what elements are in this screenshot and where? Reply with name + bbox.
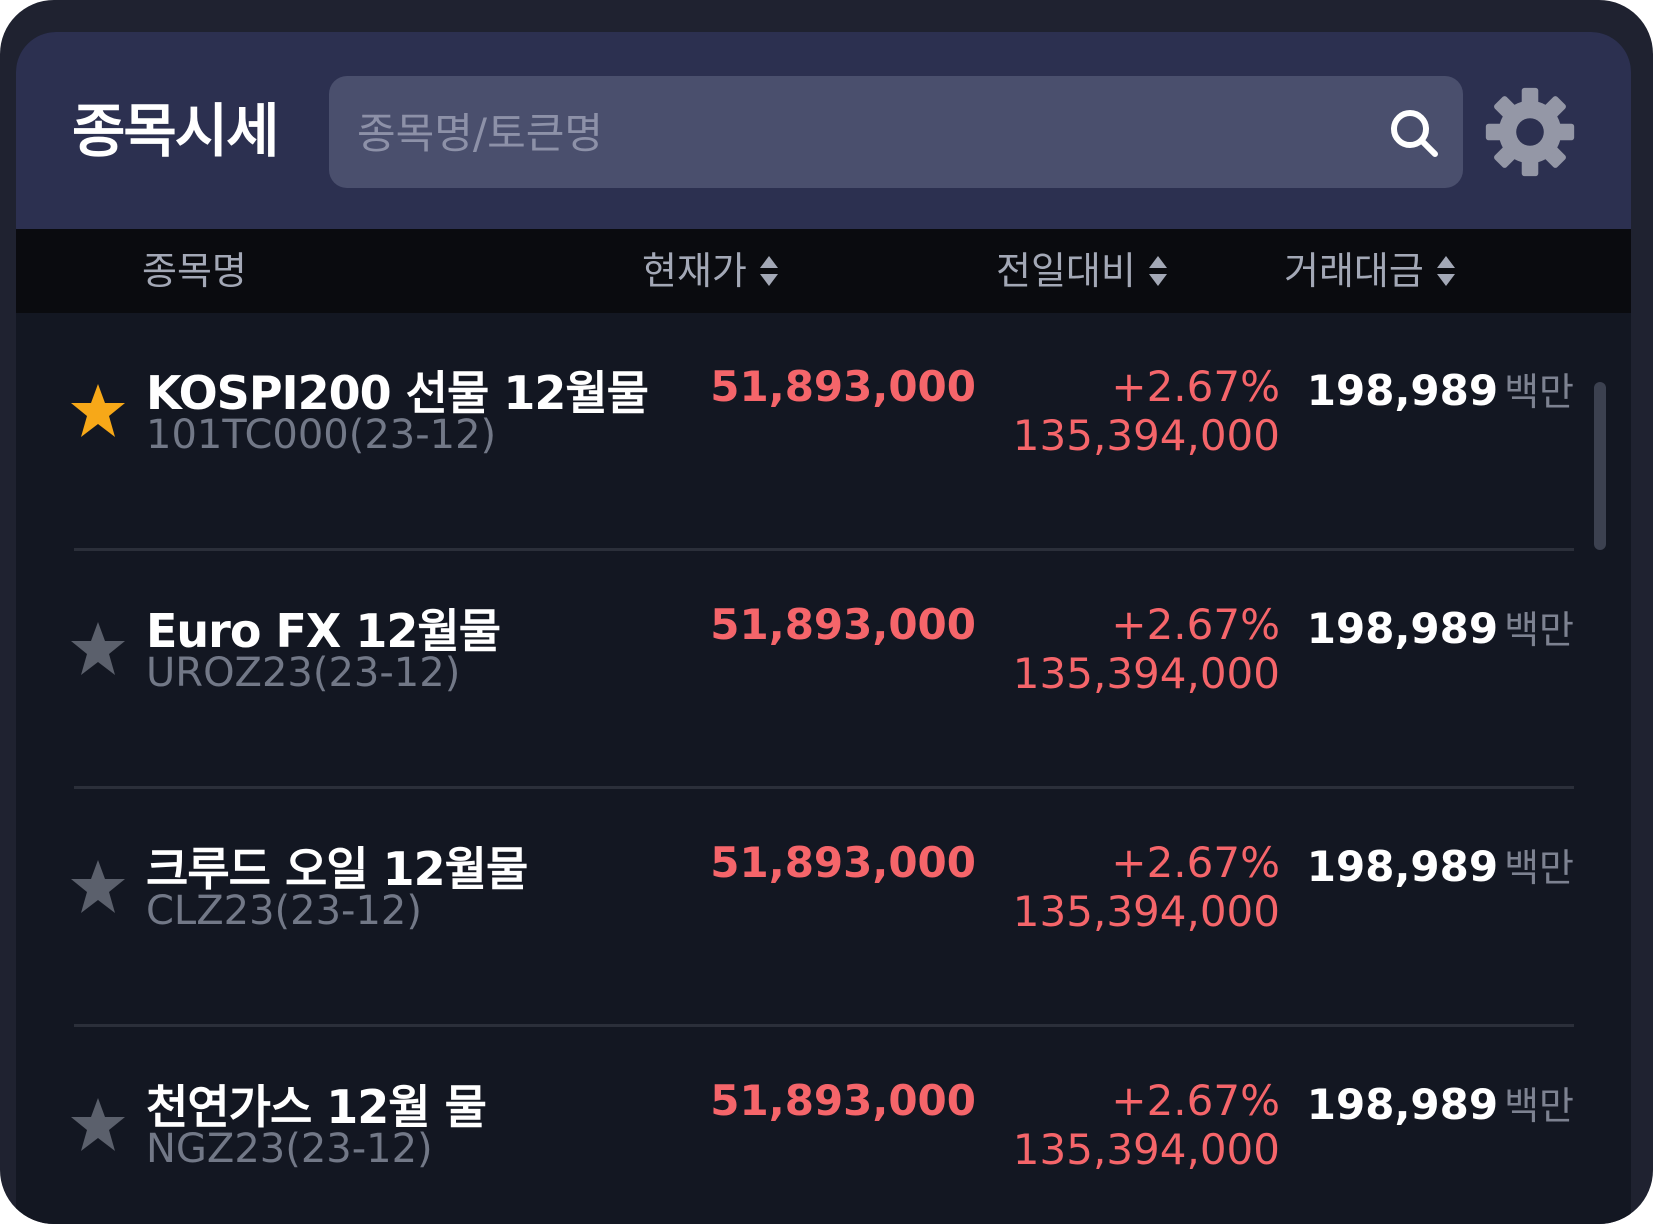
quote-panel: 종목시세 — [16, 32, 1631, 1224]
volume-unit: 백만 — [1504, 608, 1574, 652]
scrollbar[interactable] — [1594, 382, 1606, 550]
change-amount: 135,394,000 — [1012, 411, 1280, 460]
item-name: 크루드 오일 12월물 — [146, 842, 528, 896]
change-percent: +2.67% — [1111, 838, 1280, 887]
column-change-sort[interactable]: 전일대비 — [996, 229, 1168, 313]
table-row[interactable]: KOSPI200 선물 12월물 101TC000(23-12) 51,893,… — [16, 313, 1631, 551]
search-input[interactable] — [355, 76, 1319, 190]
current-price: 51,893,000 — [710, 600, 976, 649]
page-title: 종목시세 — [72, 97, 279, 165]
item-code: CLZ23(23-12) — [146, 888, 422, 934]
change-amount: 135,394,000 — [1012, 649, 1280, 698]
volume-unit: 백만 — [1504, 1084, 1574, 1128]
column-volume-sort[interactable]: 거래대금 — [1284, 229, 1456, 313]
volume-value: 198,989 — [1306, 1080, 1499, 1129]
change-amount: 135,394,000 — [1012, 887, 1280, 936]
volume-value: 198,989 — [1306, 604, 1499, 653]
trade-volume: 198,989 백만 — [1307, 1075, 1574, 1130]
change-percent: +2.67% — [1111, 1076, 1280, 1125]
column-name: 종목명 — [142, 229, 247, 313]
volume-value: 198,989 — [1306, 842, 1499, 891]
table-row[interactable]: 천연가스 12월 물 NGZ23(23-12) 51,893,000 +2.67… — [16, 1027, 1631, 1224]
row-divider — [74, 786, 1574, 789]
sort-icon — [1436, 255, 1455, 286]
row-divider — [74, 548, 1574, 551]
column-price-label: 현재가 — [642, 249, 747, 293]
trade-volume: 198,989 백만 — [1307, 361, 1574, 416]
item-name: KOSPI200 선물 12월물 — [146, 366, 649, 420]
column-header: 종목명 현재가 전일대비 거래대금 — [16, 229, 1631, 313]
column-price-sort[interactable]: 현재가 — [642, 229, 779, 313]
row-divider — [74, 1024, 1574, 1027]
search-icon[interactable] — [1387, 106, 1441, 160]
change-percent: +2.67% — [1111, 600, 1280, 649]
volume-unit: 백만 — [1504, 370, 1574, 414]
item-code: 101TC000(23-12) — [146, 412, 497, 458]
table-row[interactable]: 크루드 오일 12월물 CLZ23(23-12) 51,893,000 +2.6… — [16, 789, 1631, 1027]
star-icon[interactable] — [68, 1095, 128, 1155]
table-row[interactable]: Euro FX 12월물 UROZ23(23-12) 51,893,000 +2… — [16, 551, 1631, 789]
star-icon[interactable] — [68, 619, 128, 679]
item-code: NGZ23(23-12) — [146, 1126, 433, 1172]
search-box[interactable] — [329, 76, 1463, 190]
item-name: Euro FX 12월물 — [146, 604, 501, 658]
volume-value: 198,989 — [1306, 366, 1499, 415]
change-amount: 135,394,000 — [1012, 1125, 1280, 1174]
item-name: 천연가스 12월 물 — [146, 1080, 487, 1134]
trade-volume: 198,989 백만 — [1307, 599, 1574, 654]
header-bar: 종목시세 — [16, 32, 1631, 229]
column-volume-label: 거래대금 — [1284, 249, 1424, 293]
star-icon[interactable] — [68, 857, 128, 917]
volume-unit: 백만 — [1504, 846, 1574, 890]
star-icon[interactable] — [68, 381, 128, 441]
trade-volume: 198,989 백만 — [1307, 837, 1574, 892]
current-price: 51,893,000 — [710, 362, 976, 411]
sort-icon — [759, 255, 778, 286]
item-code: UROZ23(23-12) — [146, 650, 461, 696]
column-name-label: 종목명 — [142, 249, 247, 293]
current-price: 51,893,000 — [710, 838, 976, 887]
current-price: 51,893,000 — [710, 1076, 976, 1125]
sort-icon — [1148, 255, 1167, 286]
column-change-label: 전일대비 — [996, 249, 1136, 293]
change-percent: +2.67% — [1111, 362, 1280, 411]
gear-icon[interactable] — [1484, 86, 1576, 178]
